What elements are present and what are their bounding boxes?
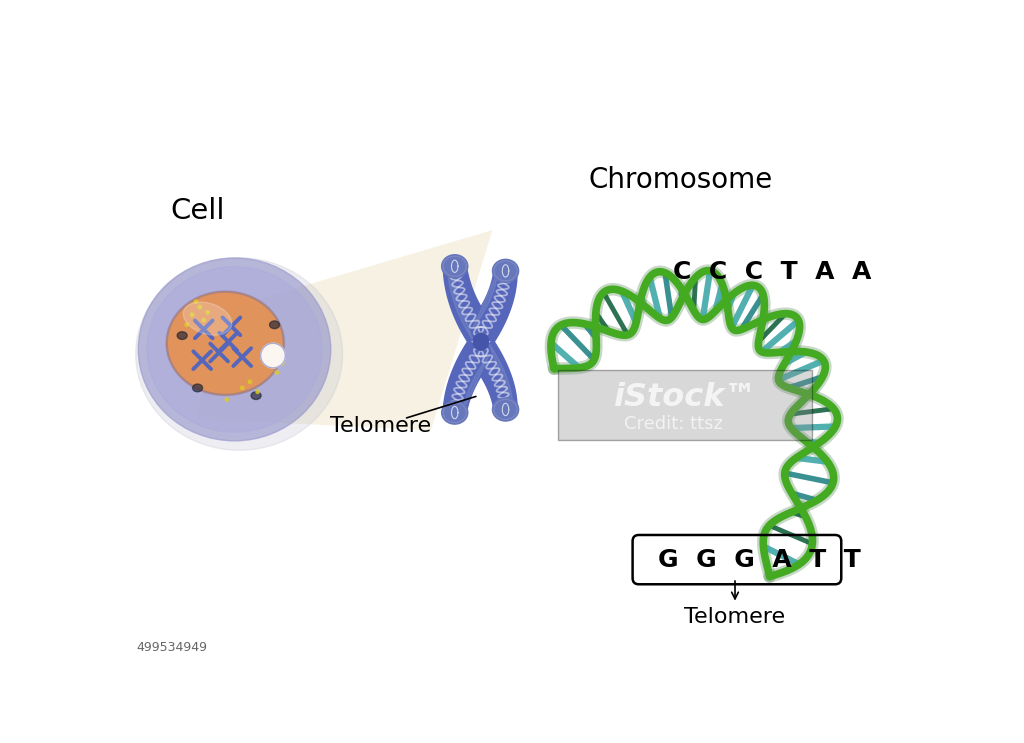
Ellipse shape [138, 258, 331, 441]
Ellipse shape [167, 291, 284, 395]
Ellipse shape [251, 392, 261, 400]
Circle shape [202, 319, 206, 322]
Polygon shape [443, 265, 494, 343]
Circle shape [248, 380, 252, 383]
Ellipse shape [269, 321, 280, 328]
Polygon shape [473, 270, 498, 328]
Polygon shape [443, 340, 494, 414]
Ellipse shape [146, 267, 323, 432]
Circle shape [195, 300, 198, 303]
Polygon shape [462, 355, 489, 413]
Circle shape [241, 386, 244, 389]
Ellipse shape [493, 259, 518, 282]
Ellipse shape [177, 331, 187, 340]
Ellipse shape [135, 258, 343, 450]
Ellipse shape [441, 401, 468, 424]
Text: Cell: Cell [171, 197, 225, 225]
Polygon shape [196, 230, 493, 430]
Ellipse shape [193, 384, 203, 392]
Text: Chromosome: Chromosome [589, 166, 773, 194]
Ellipse shape [493, 398, 518, 421]
Polygon shape [468, 270, 517, 343]
Polygon shape [489, 343, 513, 409]
Circle shape [256, 390, 259, 394]
FancyBboxPatch shape [558, 370, 812, 440]
Circle shape [206, 311, 209, 314]
Circle shape [261, 343, 286, 368]
Ellipse shape [183, 302, 231, 335]
Circle shape [199, 305, 202, 309]
Text: C  C  C  T  A  A: C C C T A A [674, 260, 871, 285]
Text: Telomere: Telomere [331, 416, 431, 436]
Circle shape [190, 313, 194, 317]
Text: 499534949: 499534949 [136, 640, 207, 654]
Circle shape [275, 371, 279, 374]
Text: G  G  G  A  T  T: G G G A T T [658, 548, 861, 571]
Text: Telomere: Telomere [684, 606, 785, 626]
Text: iStock™: iStock™ [613, 383, 757, 413]
Ellipse shape [473, 334, 488, 350]
Circle shape [185, 323, 188, 326]
Circle shape [281, 362, 284, 365]
Circle shape [225, 398, 228, 401]
Ellipse shape [441, 255, 468, 278]
Polygon shape [447, 267, 473, 340]
Text: Credit: ttsz: Credit: ttsz [624, 415, 723, 433]
Polygon shape [468, 340, 517, 410]
